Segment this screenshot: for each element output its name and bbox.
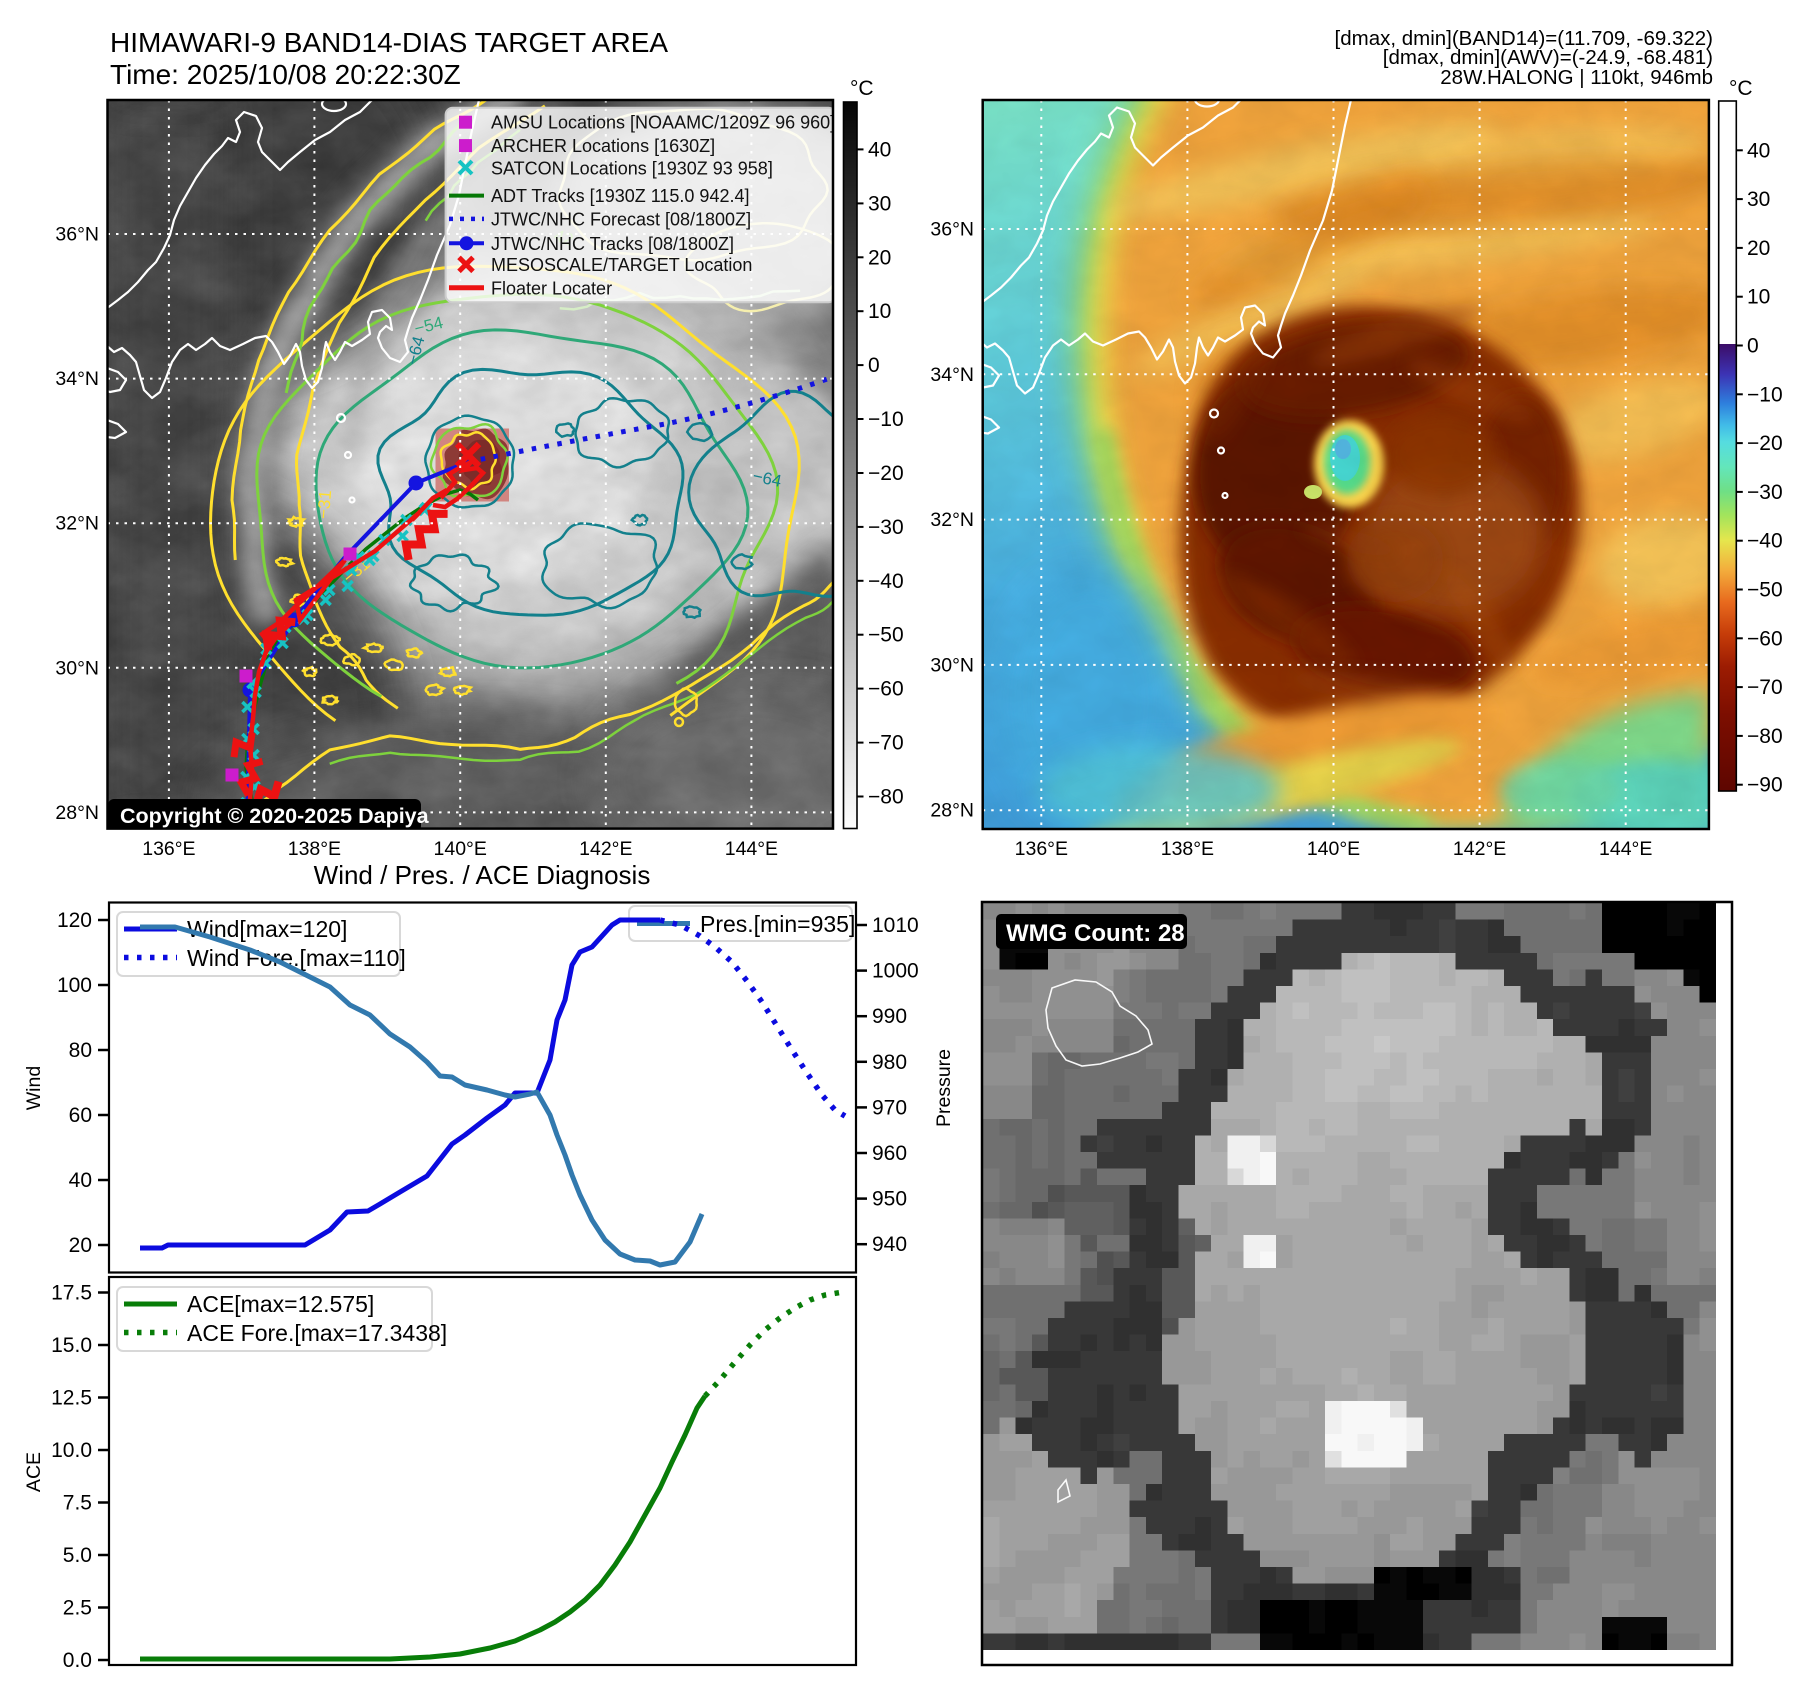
svg-text:Time: 2025/10/08 20:22:30Z: Time: 2025/10/08 20:22:30Z bbox=[110, 59, 461, 90]
svg-text:7.5: 7.5 bbox=[63, 1492, 92, 1515]
svg-text:1010: 1010 bbox=[872, 914, 919, 937]
svg-text:WMG Count: 28: WMG Count: 28 bbox=[1006, 920, 1185, 947]
svg-text:0.0: 0.0 bbox=[63, 1649, 92, 1672]
svg-text:15.0: 15.0 bbox=[51, 1334, 92, 1357]
svg-text:17.5: 17.5 bbox=[51, 1282, 92, 1305]
svg-text:−60: −60 bbox=[1747, 627, 1783, 650]
svg-text:140°E: 140°E bbox=[434, 838, 487, 860]
svg-text:ACE Fore.[max=17.3438]: ACE Fore.[max=17.3438] bbox=[187, 1320, 447, 1346]
svg-text:36°N: 36°N bbox=[55, 224, 99, 246]
svg-text:°C: °C bbox=[1729, 77, 1753, 100]
svg-text:1000: 1000 bbox=[872, 960, 919, 983]
svg-text:−31: −31 bbox=[314, 489, 335, 519]
svg-text:ACE[max=12.575]: ACE[max=12.575] bbox=[187, 1291, 374, 1317]
svg-text:−70: −70 bbox=[868, 732, 904, 755]
svg-text:Pres.[min=935]: Pres.[min=935] bbox=[700, 911, 855, 937]
svg-text:30°N: 30°N bbox=[55, 657, 99, 679]
svg-text:SATCON Locations [1930Z 93 958: SATCON Locations [1930Z 93 958] bbox=[491, 158, 773, 178]
svg-text:142°E: 142°E bbox=[579, 838, 632, 860]
svg-text:−60: −60 bbox=[868, 678, 904, 701]
svg-text:100: 100 bbox=[57, 974, 92, 997]
svg-text:970: 970 bbox=[872, 1096, 907, 1119]
svg-text:Wind / Pres. / ACE Diagnosis: Wind / Pres. / ACE Diagnosis bbox=[314, 860, 651, 890]
svg-text:40: 40 bbox=[868, 138, 891, 161]
svg-text:138°E: 138°E bbox=[288, 838, 341, 860]
svg-text:30: 30 bbox=[868, 192, 891, 215]
svg-text:°C: °C bbox=[850, 77, 874, 100]
svg-text:−40: −40 bbox=[1747, 530, 1783, 553]
svg-text:28°N: 28°N bbox=[930, 800, 974, 822]
svg-text:0: 0 bbox=[868, 354, 880, 377]
svg-text:HIMAWARI-9 BAND14-DIAS TARGET: HIMAWARI-9 BAND14-DIAS TARGET AREA bbox=[110, 27, 668, 58]
svg-text:10: 10 bbox=[1747, 286, 1770, 309]
svg-text:34°N: 34°N bbox=[55, 368, 99, 390]
svg-text:−80: −80 bbox=[1747, 725, 1783, 748]
svg-text:10: 10 bbox=[868, 300, 891, 323]
svg-text:5.0: 5.0 bbox=[63, 1544, 92, 1567]
svg-text:ACE: ACE bbox=[23, 1452, 45, 1492]
svg-text:140°E: 140°E bbox=[1307, 838, 1360, 860]
svg-text:990: 990 bbox=[872, 1005, 907, 1028]
svg-text:20: 20 bbox=[1747, 237, 1770, 260]
svg-text:JTWC/NHC Forecast [08/1800Z]: JTWC/NHC Forecast [08/1800Z] bbox=[491, 209, 751, 229]
svg-text:−40: −40 bbox=[868, 570, 904, 593]
svg-text:80: 80 bbox=[69, 1039, 92, 1062]
svg-text:Wind Fore.[max=110]: Wind Fore.[max=110] bbox=[187, 945, 406, 971]
svg-text:[dmax, dmin](AWV)=(-24.9, -68.: [dmax, dmin](AWV)=(-24.9, -68.481) bbox=[1383, 46, 1713, 69]
svg-text:−20: −20 bbox=[1747, 432, 1783, 455]
svg-text:144°E: 144°E bbox=[1599, 838, 1652, 860]
svg-text:−80: −80 bbox=[868, 785, 904, 808]
svg-text:Floater Locater: Floater Locater bbox=[491, 278, 612, 298]
svg-text:40: 40 bbox=[69, 1169, 92, 1192]
svg-text:−30: −30 bbox=[1747, 481, 1783, 504]
svg-text:40: 40 bbox=[1747, 139, 1770, 162]
svg-text:28°N: 28°N bbox=[55, 802, 99, 824]
svg-text:−90: −90 bbox=[1747, 774, 1783, 797]
svg-text:950: 950 bbox=[872, 1188, 907, 1211]
svg-text:36°N: 36°N bbox=[930, 219, 974, 241]
svg-text:−30: −30 bbox=[868, 516, 904, 539]
svg-text:−50: −50 bbox=[868, 624, 904, 647]
svg-text:138°E: 138°E bbox=[1161, 838, 1214, 860]
svg-text:20: 20 bbox=[868, 246, 891, 269]
svg-text:12.5: 12.5 bbox=[51, 1387, 92, 1410]
svg-text:144°E: 144°E bbox=[725, 838, 778, 860]
svg-text:Pressure: Pressure bbox=[933, 1049, 955, 1127]
svg-text:940: 940 bbox=[872, 1233, 907, 1256]
svg-text:120: 120 bbox=[57, 909, 92, 932]
svg-text:34°N: 34°N bbox=[930, 364, 974, 386]
svg-text:MESOSCALE/TARGET Location: MESOSCALE/TARGET Location bbox=[491, 255, 752, 275]
svg-text:960: 960 bbox=[872, 1142, 907, 1165]
svg-text:AMSU Locations [NOAAMC/1209Z 9: AMSU Locations [NOAAMC/1209Z 96 960] bbox=[491, 113, 835, 133]
svg-text:−20: −20 bbox=[868, 462, 904, 485]
svg-text:30: 30 bbox=[1747, 188, 1770, 211]
svg-text:142°E: 142°E bbox=[1453, 838, 1506, 860]
svg-text:20: 20 bbox=[69, 1234, 92, 1257]
svg-text:10.0: 10.0 bbox=[51, 1439, 92, 1462]
svg-text:−10: −10 bbox=[868, 408, 904, 431]
svg-text:136°E: 136°E bbox=[1015, 838, 1068, 860]
svg-text:ADT Tracks [1930Z 115.0 942.4]: ADT Tracks [1930Z 115.0 942.4] bbox=[491, 186, 749, 206]
svg-text:Wind: Wind bbox=[23, 1066, 45, 1110]
svg-text:32°N: 32°N bbox=[55, 513, 99, 535]
svg-text:32°N: 32°N bbox=[930, 509, 974, 531]
svg-text:ARCHER Locations [1630Z]: ARCHER Locations [1630Z] bbox=[491, 136, 715, 156]
svg-text:980: 980 bbox=[872, 1051, 907, 1074]
svg-text:−10: −10 bbox=[1747, 383, 1783, 406]
svg-text:−50: −50 bbox=[1747, 579, 1783, 602]
svg-text:60: 60 bbox=[69, 1104, 92, 1127]
svg-text:JTWC/NHC Tracks [08/1800Z]: JTWC/NHC Tracks [08/1800Z] bbox=[491, 234, 734, 254]
svg-text:0: 0 bbox=[1747, 335, 1759, 358]
svg-text:2.5: 2.5 bbox=[63, 1597, 92, 1620]
svg-text:Copyright © 2020-2025 Dapiya: Copyright © 2020-2025 Dapiya bbox=[120, 804, 430, 828]
svg-text:28W.HALONG | 110kt, 946mb: 28W.HALONG | 110kt, 946mb bbox=[1440, 66, 1713, 89]
svg-text:30°N: 30°N bbox=[930, 654, 974, 676]
svg-text:−70: −70 bbox=[1747, 676, 1783, 699]
svg-text:136°E: 136°E bbox=[142, 838, 195, 860]
svg-text:[dmax, dmin](BAND14)=(11.709,: [dmax, dmin](BAND14)=(11.709, -69.322) bbox=[1335, 27, 1713, 50]
